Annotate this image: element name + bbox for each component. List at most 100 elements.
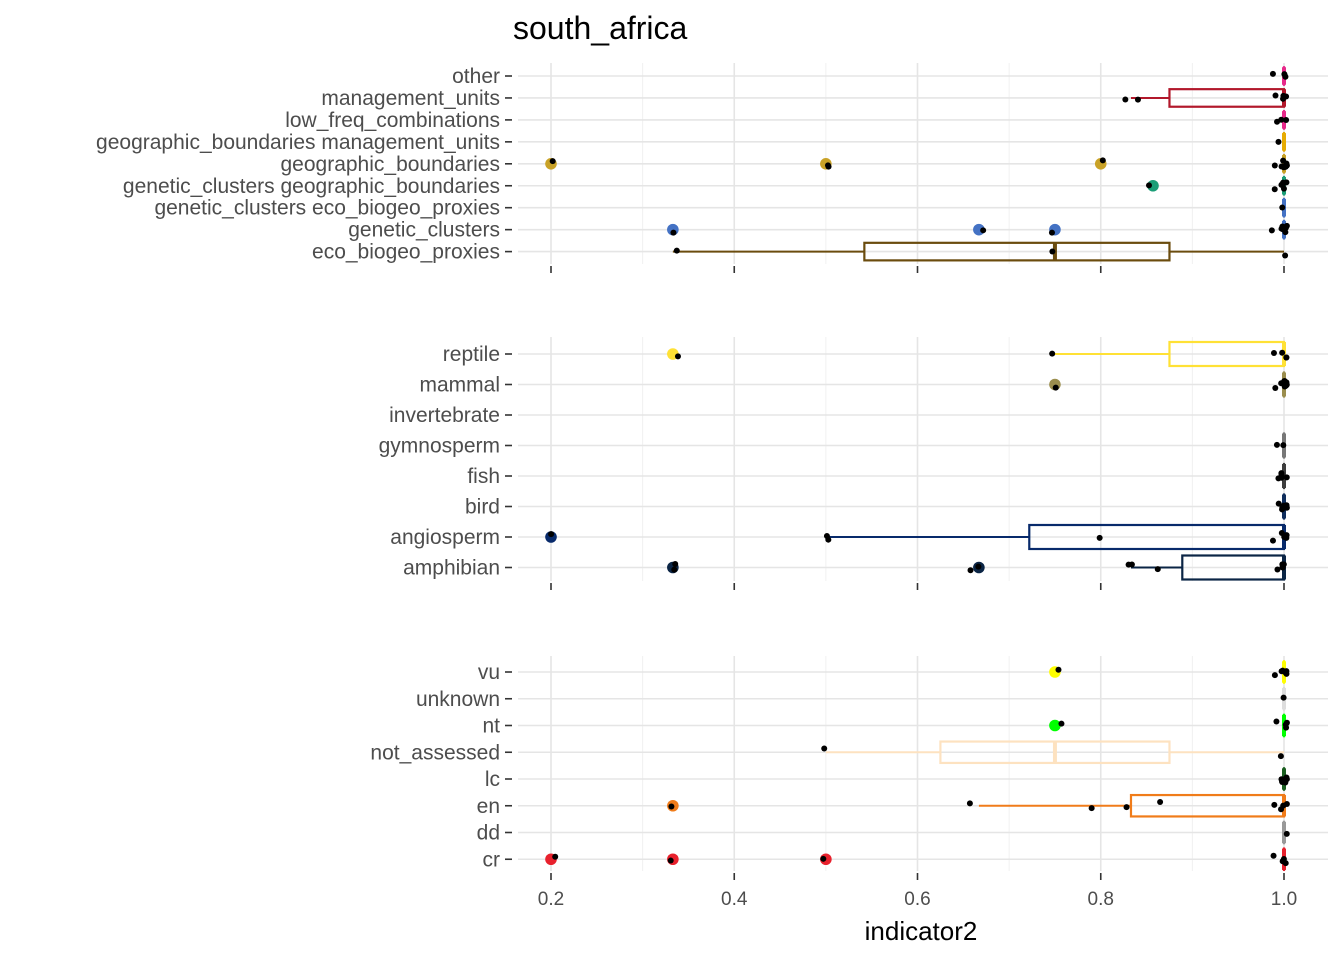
chart-panels: othermanagement_unitslow_freq_combinatio…: [96, 63, 1328, 910]
jitter-point: [967, 567, 974, 574]
jitter-point: [549, 158, 556, 165]
jitter-point: [1282, 860, 1289, 867]
jitter-point: [1269, 70, 1276, 77]
jitter-point: [548, 531, 555, 538]
jitter-point: [1275, 500, 1282, 507]
panel-1: othermanagement_unitslow_freq_combinatio…: [96, 63, 1328, 273]
jitter-point: [1272, 92, 1279, 99]
jitter-point: [1283, 724, 1290, 731]
jitter-point: [1278, 225, 1285, 232]
category-label: genetic_clusters geographic_boundaries: [123, 175, 500, 198]
jitter-point: [670, 229, 677, 236]
jitter-point: [1280, 157, 1287, 164]
jitter-point: [673, 247, 680, 254]
jitter-point: [1270, 349, 1277, 356]
category-label: vu: [478, 661, 500, 684]
x-tick-label: 0.2: [538, 889, 564, 910]
jitter-point: [1274, 566, 1281, 573]
category-label: genetic_clusters eco_biogeo_proxies: [154, 197, 500, 220]
jitter-point: [1271, 186, 1278, 193]
jitter-point: [1279, 204, 1286, 211]
jitter-point: [1157, 799, 1164, 806]
jitter-point: [1125, 561, 1132, 568]
category-label: not_assessed: [370, 741, 500, 764]
jitter-point: [1283, 379, 1290, 386]
jitter-point: [1280, 163, 1287, 170]
jitter-point: [1282, 779, 1289, 786]
category-label: mammal: [419, 374, 500, 397]
jitter-point: [1283, 532, 1290, 539]
x-tick-labels: 0.2 0.4 0.6 0.8 1.0: [538, 889, 1297, 910]
category-label: eco_biogeo_proxies: [312, 241, 500, 264]
jitter-point: [1281, 71, 1288, 78]
category-label: amphibian: [403, 557, 500, 580]
jitter-point: [1269, 537, 1276, 544]
jitter-point: [1275, 138, 1282, 145]
panel-2: reptile mammal invertebrate gymnosperm fish b…: [379, 337, 1328, 590]
category-label: bird: [465, 496, 500, 519]
jitter-point: [1271, 162, 1278, 169]
category-label: geographic_boundaries: [280, 153, 500, 176]
category-label: en: [477, 795, 500, 818]
jitter-point: [821, 745, 828, 752]
category-label: unknown: [416, 688, 500, 711]
jitter-point: [671, 566, 678, 573]
jitter-point: [1099, 157, 1106, 164]
jitter-point: [1278, 530, 1285, 537]
category-label: geographic_boundaries management_units: [96, 131, 500, 154]
jitter-point: [1278, 380, 1285, 387]
jitter-point: [1122, 96, 1129, 103]
category-label: dd: [477, 822, 500, 845]
category-label: other: [452, 65, 500, 88]
x-tick-label: 0.6: [904, 889, 930, 910]
jitter-point: [1279, 349, 1286, 356]
category-label: low_freq_combinations: [285, 109, 500, 132]
category-label: reptile: [443, 343, 500, 366]
category-label: invertebrate: [389, 404, 500, 427]
jitter-point: [668, 803, 675, 810]
jitter-point: [1058, 720, 1065, 727]
jitter-point: [1049, 350, 1056, 357]
jitter-point: [1154, 566, 1161, 573]
jitter-point: [1282, 252, 1289, 259]
x-tick-label: 1.0: [1271, 889, 1297, 910]
jitter-point: [674, 353, 681, 360]
jitter-point: [1278, 116, 1285, 123]
x-axis-label: indicator2: [865, 916, 978, 946]
jitter-point: [825, 536, 832, 543]
jitter-point: [1283, 504, 1290, 511]
jitter-point: [1283, 117, 1290, 124]
jitter-point: [980, 227, 987, 234]
jitter-point: [1278, 470, 1285, 477]
box: [863, 241, 1171, 262]
jitter-point: [552, 853, 559, 860]
jitter-point: [1283, 830, 1290, 837]
jitter-point: [1283, 222, 1290, 229]
jitter-point: [1268, 227, 1275, 234]
jitter-point: [672, 560, 679, 567]
jitter-point: [1283, 474, 1290, 481]
jitter-point: [1270, 852, 1277, 859]
jitter-point: [1134, 96, 1141, 103]
outlier-point: [1049, 719, 1061, 732]
jitter-point: [820, 855, 827, 862]
jitter-point: [1283, 354, 1290, 361]
jitter-point: [1279, 181, 1286, 188]
category-label: gymnosperm: [379, 435, 500, 458]
jitter-point: [1283, 800, 1290, 807]
jitter-point: [825, 163, 832, 170]
jitter-point: [1272, 384, 1279, 391]
jitter-point: [1271, 801, 1278, 808]
jitter-point: [1273, 718, 1280, 725]
jitter-point: [1279, 506, 1286, 513]
category-label: nt: [482, 715, 500, 738]
jitter-point: [1271, 672, 1278, 679]
jitter-point: [1123, 804, 1130, 811]
jitter-point: [1088, 805, 1095, 812]
category-label: management_units: [321, 87, 500, 110]
category-label: lc: [485, 768, 500, 791]
category-label: fish: [467, 465, 500, 488]
category-label: genetic_clusters: [348, 219, 500, 242]
jitter-point: [1055, 666, 1062, 673]
